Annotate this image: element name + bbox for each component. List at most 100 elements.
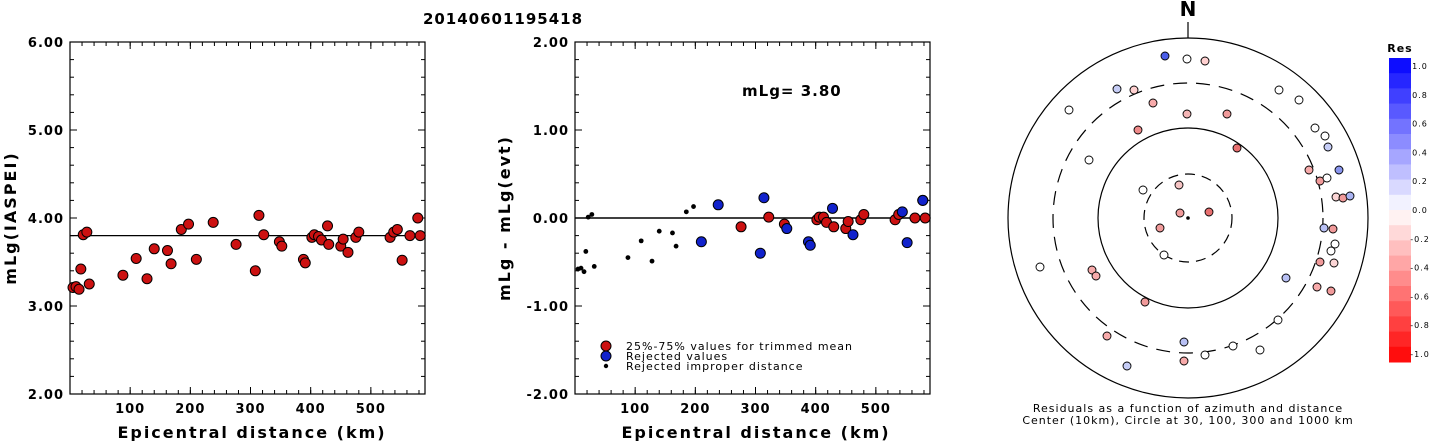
colorbar-tick-label: -0.2 — [1410, 235, 1430, 244]
station-residual-marker — [1330, 239, 1340, 249]
middle-point-trimmed — [828, 221, 840, 233]
left-ytick-label: 2.00 — [28, 388, 64, 403]
circle-30km — [1143, 173, 1233, 263]
polar-caption-line2: Center (10km), Circle at 30, 100, 300 an… — [1022, 414, 1353, 427]
colorbar-cell — [1389, 270, 1411, 287]
residual-colorbar: Res 1.0 0.8 0.6 0.4 0.2 0.0 -0.2 -0.4 -0.6 -0.8 -1… — [1387, 42, 1430, 363]
station-residual-marker — [1281, 273, 1291, 283]
left-data-point — [130, 252, 142, 264]
station-residual-marker — [1315, 257, 1325, 267]
circle-300km — [1052, 82, 1324, 354]
middle-point-improper-distance — [638, 238, 644, 244]
left-data-point — [148, 243, 160, 255]
colorbar-cell — [1389, 58, 1411, 74]
colorbar-cell — [1389, 103, 1411, 120]
station-residual-marker — [1345, 191, 1355, 201]
left-plot-frame — [69, 41, 426, 395]
left-x-axis: 100 200 300 400 500 — [81, 42, 420, 417]
middle-point-rejected — [758, 192, 770, 204]
left-xtick-label: 100 — [115, 402, 145, 417]
station-residual-marker — [1328, 224, 1338, 234]
circle-100km — [1097, 127, 1279, 309]
middle-xtick-label: 100 — [620, 402, 650, 417]
middle-point-trimmed — [858, 208, 870, 220]
left-data-point — [83, 278, 95, 290]
left-ytick-label: 3.00 — [28, 300, 64, 315]
colorbar-cell — [1389, 225, 1411, 241]
left-xtick-label: 300 — [235, 402, 265, 417]
station-residual-marker — [1148, 98, 1158, 108]
left-data-point — [353, 226, 365, 238]
station-residual-marker — [1204, 207, 1214, 217]
left-data-point — [75, 263, 87, 275]
left-xtick-label: 500 — [356, 402, 386, 417]
station-residual-marker — [1122, 361, 1132, 371]
middle-point-improper-distance — [691, 204, 696, 209]
station-residual-marker — [1175, 208, 1185, 218]
left-data-point — [414, 230, 426, 242]
colorbar-cell — [1389, 134, 1411, 150]
polar-center — [1186, 216, 1190, 220]
middle-point-improper-distance — [683, 209, 689, 215]
circle-1000km — [1007, 37, 1369, 399]
legend-label-trimmed: 25%-75% values for trimmed mean — [626, 340, 853, 353]
left-data-point — [253, 209, 265, 221]
middle-point-rejected — [804, 239, 816, 251]
left-x-axis-label: Epicentral distance (km) — [117, 423, 386, 441]
station-residual-marker — [1326, 286, 1336, 296]
colorbar-cell — [1389, 88, 1411, 105]
station-residual-marker — [1200, 350, 1210, 360]
middle-point-improper-distance — [583, 249, 589, 254]
left-data-point — [249, 265, 261, 277]
middle-point-trimmed — [909, 212, 921, 224]
middle-x-axis-label: Epicentral distance (km) — [621, 423, 890, 441]
station-residual-marker — [1320, 131, 1330, 141]
left-data-point — [183, 218, 195, 230]
colorbar-tick-label: 0.0 — [1412, 206, 1428, 215]
left-data-point — [412, 212, 424, 224]
left-data-point — [322, 220, 334, 232]
middle-xtick-label: 300 — [740, 402, 770, 417]
station-residual-marker — [1102, 331, 1112, 341]
station-residual-marker — [1319, 223, 1329, 233]
colorbar-cell — [1389, 164, 1411, 181]
station-residual-marker — [1326, 246, 1336, 256]
colorbar-cell — [1389, 179, 1411, 196]
middle-point-improper-distance — [649, 258, 655, 264]
middle-ytick-label: 2.00 — [533, 36, 569, 51]
middle-point-trimmed — [919, 212, 931, 224]
colorbar-tick-label: 1.0 — [1412, 62, 1428, 71]
colorbar-cell — [1389, 255, 1411, 272]
left-data-point — [141, 273, 153, 285]
station-residual-marker — [1312, 282, 1322, 292]
station-residual-marker — [1179, 337, 1189, 347]
middle-xtick-label: 200 — [680, 402, 710, 417]
left-data-point — [276, 240, 288, 252]
polar-caption-line1: Residuals as a function of azimuth and d… — [1033, 402, 1343, 415]
colorbar-tick-label: 0.4 — [1412, 148, 1428, 157]
station-residual-marker — [1138, 185, 1148, 195]
colorbar-cell — [1389, 286, 1411, 302]
station-residual-marker — [1112, 84, 1122, 94]
colorbar-cell — [1389, 331, 1411, 348]
north-label: N — [1180, 0, 1197, 21]
legend-label-rejected: Rejected values — [626, 350, 728, 363]
middle-point-rejected — [896, 206, 908, 218]
left-xtick-label: 400 — [296, 402, 326, 417]
station-residual-marker — [1064, 105, 1074, 115]
left-data-points — [67, 209, 426, 295]
station-residual-marker — [1232, 143, 1242, 153]
left-data-point — [81, 226, 93, 238]
middle-point-rejected — [847, 229, 859, 241]
middle-point-improper-distance — [591, 264, 597, 269]
middle-ytick-label: 1.00 — [533, 124, 569, 139]
middle-ytick-label: 0.00 — [533, 212, 569, 227]
legend-label-improper: Rejected improper distance — [626, 360, 804, 373]
colorbar-tick-label: 0.2 — [1412, 177, 1428, 186]
left-ytick-label: 4.00 — [28, 212, 64, 227]
station-residual-marker — [1160, 51, 1170, 61]
middle-y-axis-label: mLg - mLg(evt) — [495, 135, 514, 301]
middle-point-trimmed — [842, 216, 854, 228]
left-chart: 2.00 3.00 4.00 5.00 6.00 100 200 300 400 500 mLg… — [1, 36, 426, 442]
